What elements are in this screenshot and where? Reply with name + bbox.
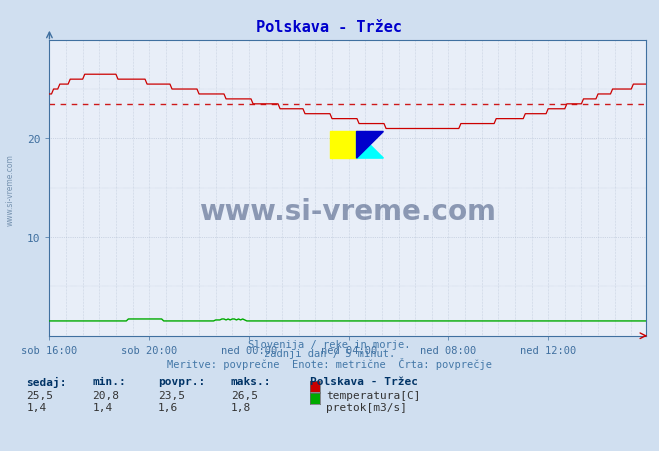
Text: temperatura[C]: temperatura[C] xyxy=(326,390,420,400)
Text: Polskava - Tržec: Polskava - Tržec xyxy=(310,377,418,387)
Text: Polskava - Tržec: Polskava - Tržec xyxy=(256,20,403,35)
Text: www.si-vreme.com: www.si-vreme.com xyxy=(5,153,14,226)
Text: 23,5: 23,5 xyxy=(158,390,185,400)
Text: 20,8: 20,8 xyxy=(92,390,119,400)
Text: pretok[m3/s]: pretok[m3/s] xyxy=(326,402,407,412)
Text: 1,8: 1,8 xyxy=(231,402,251,412)
Text: 1,4: 1,4 xyxy=(26,402,47,412)
Text: maks.:: maks.: xyxy=(231,377,271,387)
Text: 25,5: 25,5 xyxy=(26,390,53,400)
Text: 1,6: 1,6 xyxy=(158,402,179,412)
Text: 1,4: 1,4 xyxy=(92,402,113,412)
Text: www.si-vreme.com: www.si-vreme.com xyxy=(199,198,496,226)
Text: zadnji dan / 5 minut.: zadnji dan / 5 minut. xyxy=(264,348,395,358)
Text: povpr.:: povpr.: xyxy=(158,377,206,387)
Text: 26,5: 26,5 xyxy=(231,390,258,400)
Polygon shape xyxy=(357,132,384,159)
Bar xyxy=(330,132,357,159)
Polygon shape xyxy=(357,132,384,159)
Text: Meritve: povprečne  Enote: metrične  Črta: povprečje: Meritve: povprečne Enote: metrične Črta:… xyxy=(167,357,492,369)
Text: sedaj:: sedaj: xyxy=(26,377,67,387)
Text: Slovenija / reke in morje.: Slovenija / reke in morje. xyxy=(248,339,411,349)
Text: min.:: min.: xyxy=(92,377,126,387)
